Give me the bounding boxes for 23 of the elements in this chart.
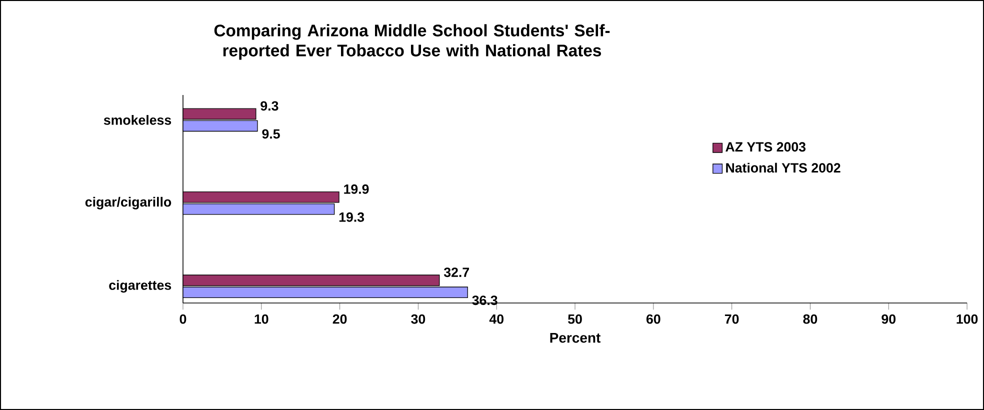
x-tick-label: 0 bbox=[180, 314, 186, 324]
chart-title: Comparing Arizona Middle School Students' Self-reported Ever Tobacco Use with National Rates bbox=[214, 24, 610, 60]
x-tick-label: 100 bbox=[956, 314, 978, 324]
data-label: 9.3 bbox=[260, 101, 278, 111]
x-tick-label: 60 bbox=[646, 314, 660, 324]
y-tick-label: cigarettes bbox=[109, 280, 172, 293]
legend-label: National YTS 2002 bbox=[726, 162, 840, 173]
x-tick-label: 90 bbox=[882, 314, 896, 324]
x-tick-label: 80 bbox=[803, 314, 818, 324]
legend-label: AZ YTS 2003 bbox=[726, 142, 806, 152]
data-label: 9.5 bbox=[262, 129, 280, 139]
data-label: 19.3 bbox=[339, 212, 364, 222]
x-tick-label: 30 bbox=[411, 314, 426, 324]
x-axis-title: Percent bbox=[550, 333, 601, 343]
x-tick-label: 50 bbox=[568, 314, 582, 324]
x-tick-label: 40 bbox=[489, 314, 504, 324]
y-tick-label: cigar/cigarillo bbox=[85, 196, 172, 210]
data-label: 19.9 bbox=[344, 184, 369, 194]
y-tick-label: smokeless bbox=[104, 115, 172, 125]
x-tick-label: 20 bbox=[332, 314, 347, 324]
x-tick-label: 70 bbox=[724, 314, 739, 324]
x-tick-label: 10 bbox=[254, 314, 268, 324]
data-label: 32.7 bbox=[444, 268, 470, 278]
